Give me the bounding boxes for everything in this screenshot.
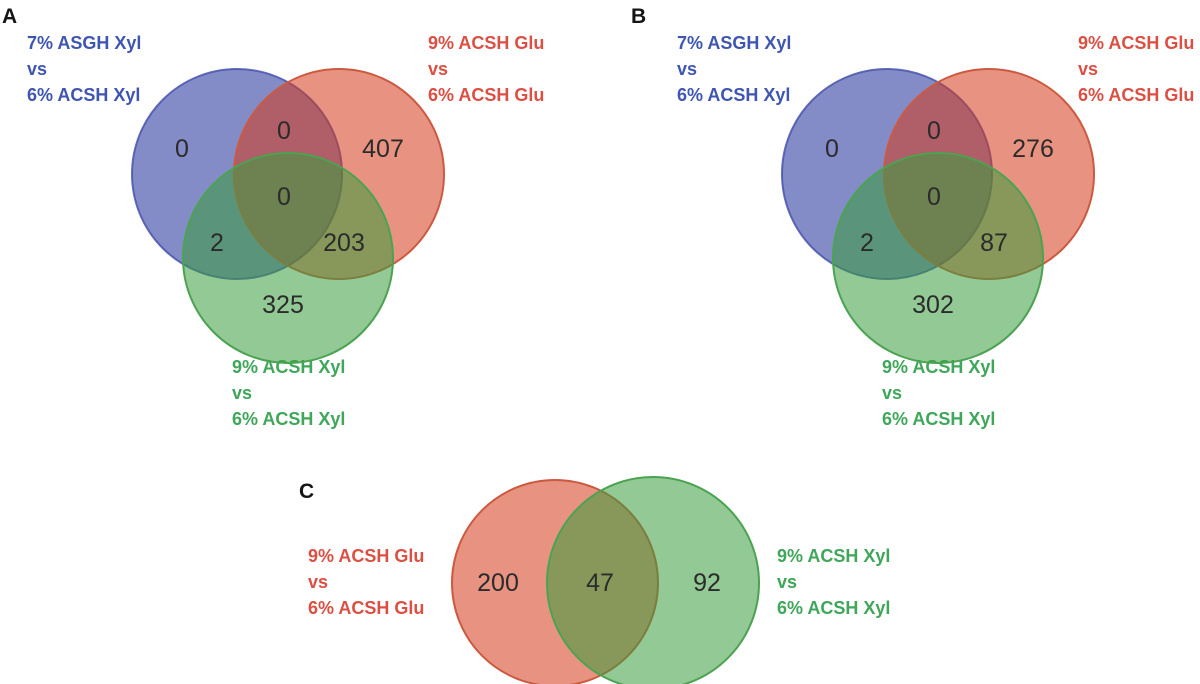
venn-diagram-c: 200 47 92 <box>451 476 760 684</box>
label-line: vs <box>308 572 329 592</box>
count-green-only: 325 <box>262 291 304 319</box>
venn-diagram-b: 0 0 276 0 2 87 302 <box>781 68 1095 364</box>
count-red-only: 276 <box>1012 135 1054 163</box>
count-red-green: 47 <box>586 569 614 597</box>
venn-circle-green <box>546 476 760 684</box>
label-line: 9% ACSH Xyl <box>882 357 996 377</box>
label-line: 6% ACSH Glu <box>428 85 545 105</box>
label-line: vs <box>27 59 48 79</box>
count-center: 0 <box>277 183 291 211</box>
label-line: 9% ACSH Glu <box>1078 33 1195 53</box>
panel-b-green-set-label: 9% ACSH Xyl vs 6% ACSH Xyl <box>882 354 995 432</box>
count-red-only: 200 <box>477 569 519 597</box>
label-line: vs <box>777 572 798 592</box>
label-line: 9% ACSH Glu <box>428 33 545 53</box>
panel-a: A 7% ASGH Xyl vs 6% ACSH Xyl 9% ACSH Glu… <box>0 0 560 460</box>
label-line: 6% ACSH Glu <box>1078 85 1195 105</box>
count-blue-red: 0 <box>927 117 941 145</box>
label-line: 6% ACSH Xyl <box>232 409 346 429</box>
panel-c-green-set-label: 9% ACSH Xyl vs 6% ACSH Xyl <box>777 543 890 621</box>
count-green-only: 92 <box>693 569 721 597</box>
venn-circle-green <box>832 152 1044 364</box>
panel-c-letter: C <box>299 480 315 503</box>
panel-c-red-set-label: 9% ACSH Glu vs 6% ACSH Glu <box>308 543 424 621</box>
label-line: 9% ACSH Glu <box>308 546 425 566</box>
count-red-green: 203 <box>323 229 365 257</box>
label-line: vs <box>428 59 449 79</box>
count-blue-only: 0 <box>175 135 189 163</box>
panel-a-blue-set-label: 7% ASGH Xyl vs 6% ACSH Xyl <box>27 30 141 108</box>
count-red-green: 87 <box>980 229 1008 257</box>
panel-b-blue-set-label: 7% ASGH Xyl vs 6% ACSH Xyl <box>677 30 791 108</box>
panel-a-green-set-label: 9% ACSH Xyl vs 6% ACSH Xyl <box>232 354 345 432</box>
count-blue-green: 2 <box>860 229 874 257</box>
count-blue-green: 2 <box>210 229 224 257</box>
label-line: 7% ASGH Xyl <box>677 33 792 53</box>
label-line: vs <box>677 59 698 79</box>
label-line: 9% ACSH Xyl <box>232 357 346 377</box>
panel-c: C 9% ACSH Glu vs 6% ACSH Glu 9% ACSH Xyl… <box>0 470 1200 684</box>
label-line: 6% ACSH Glu <box>308 598 425 618</box>
label-line: 7% ASGH Xyl <box>27 33 142 53</box>
panel-b: B 7% ASGH Xyl vs 6% ACSH Xyl 9% ACSH Glu… <box>631 0 1200 460</box>
count-blue-only: 0 <box>825 135 839 163</box>
count-blue-red: 0 <box>277 117 291 145</box>
count-red-only: 407 <box>362 135 404 163</box>
label-line: 9% ACSH Xyl <box>777 546 891 566</box>
label-line: vs <box>882 383 903 403</box>
label-line: 6% ACSH Xyl <box>882 409 996 429</box>
panel-b-letter: B <box>631 5 647 28</box>
panel-a-letter: A <box>2 5 18 28</box>
panel-b-red-set-label: 9% ACSH Glu vs 6% ACSH Glu <box>1078 30 1194 108</box>
count-center: 0 <box>927 183 941 211</box>
venn-circle-green <box>182 152 394 364</box>
panel-a-red-set-label: 9% ACSH Glu vs 6% ACSH Glu <box>428 30 544 108</box>
count-green-only: 302 <box>912 291 954 319</box>
label-line: vs <box>1078 59 1099 79</box>
label-line: vs <box>232 383 253 403</box>
venn-diagram-a: 0 0 407 0 2 203 325 <box>131 68 445 364</box>
label-line: 6% ACSH Xyl <box>777 598 891 618</box>
label-line: 6% ACSH Xyl <box>677 85 791 105</box>
label-line: 6% ACSH Xyl <box>27 85 141 105</box>
